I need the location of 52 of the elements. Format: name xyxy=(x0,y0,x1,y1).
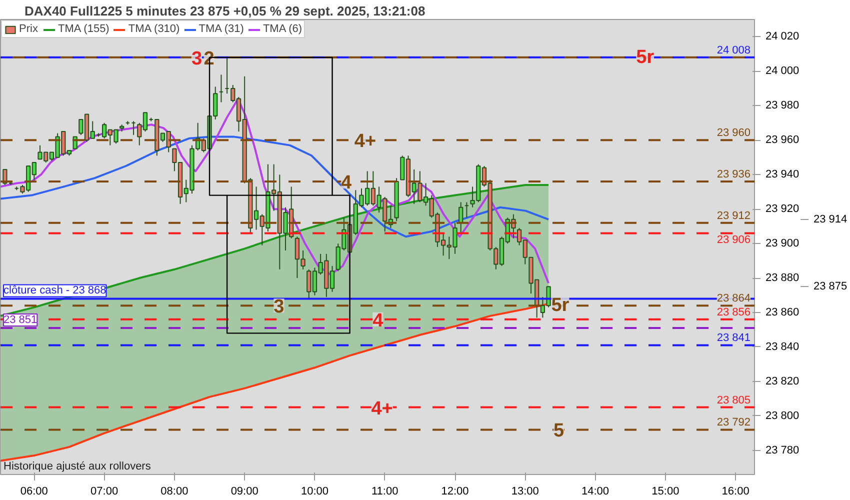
annotation: Historique ajusté aux rollovers xyxy=(4,460,152,472)
ref-line-label: 23 805 xyxy=(716,394,751,406)
y-tick-label: 23 940 xyxy=(766,168,800,181)
ref-line-label: 23 792 xyxy=(716,416,751,429)
x-tick-label: 09:00 xyxy=(230,486,258,498)
chart-title: DAX40 Full1225 5 minutes 23 875 +0,05 % 29 sept. 2025, 13:21:08 xyxy=(24,4,426,18)
annotation: 5r xyxy=(636,46,655,68)
x-tick-label: 07:00 xyxy=(90,486,118,498)
legend-label: Prix xyxy=(19,23,39,35)
annotation: 3 xyxy=(274,296,284,318)
annotation: 4 xyxy=(341,172,352,194)
ref-line-label: 23 906 xyxy=(716,234,751,246)
y-tick-label: 23 900 xyxy=(766,238,800,250)
ref-line-label: 24 008 xyxy=(716,44,751,56)
annotation: 5r xyxy=(551,295,570,316)
ref-line-label: 23 856 xyxy=(716,306,751,318)
ref-line-label: 23 864 xyxy=(716,292,751,305)
x-tick-label: 12:00 xyxy=(441,486,469,498)
y2-tick-label: 23 875 xyxy=(814,280,848,293)
legend-label: TMA (155) xyxy=(58,23,110,35)
x-tick-label: 14:00 xyxy=(582,486,610,498)
y-tick-label: 23 980 xyxy=(766,100,800,112)
y-tick-label: 23 860 xyxy=(766,306,800,318)
x-tick-label: 13:00 xyxy=(511,486,539,498)
annotation: 3 xyxy=(191,48,202,70)
x-tick-label: 16:00 xyxy=(722,486,750,498)
annotation: 4+ xyxy=(354,131,376,152)
ref-line-label: 23 912 xyxy=(716,210,751,222)
x-tick-label: 08:00 xyxy=(160,486,188,498)
legend-label: TMA (6) xyxy=(262,23,302,35)
y-tick-label: 23 840 xyxy=(766,340,800,353)
annotation: 4 xyxy=(372,310,384,332)
y-tick-label: 24 020 xyxy=(766,30,800,43)
y-tick-label: 23 820 xyxy=(766,375,800,388)
y-tick-label: 23 880 xyxy=(766,272,800,284)
y-tick-label: 23 960 xyxy=(766,134,800,146)
x-tick-label: 06:00 xyxy=(20,486,48,498)
legend-label: TMA (31) xyxy=(198,23,244,35)
legend-label: TMA (310) xyxy=(128,23,180,35)
y-tick-label: 24 000 xyxy=(766,65,800,78)
x-tick-label: 15:00 xyxy=(652,486,680,498)
y-tick-label: 23 800 xyxy=(766,410,800,422)
y-tick-label: 23 780 xyxy=(766,444,800,456)
annotation: 4+ xyxy=(371,398,393,420)
y-tick-label: 23 920 xyxy=(766,203,800,216)
x-tick-label: 11:00 xyxy=(372,486,398,498)
y2-tick-label: 23 914 xyxy=(814,213,848,226)
ref-line-label: 23 936 xyxy=(716,168,751,181)
ref-line-label: 23 841 xyxy=(716,332,751,344)
ref-line-label: 23 960 xyxy=(716,127,751,140)
annotation: 5 xyxy=(554,420,565,442)
x-tick-label: 10:00 xyxy=(300,486,328,498)
